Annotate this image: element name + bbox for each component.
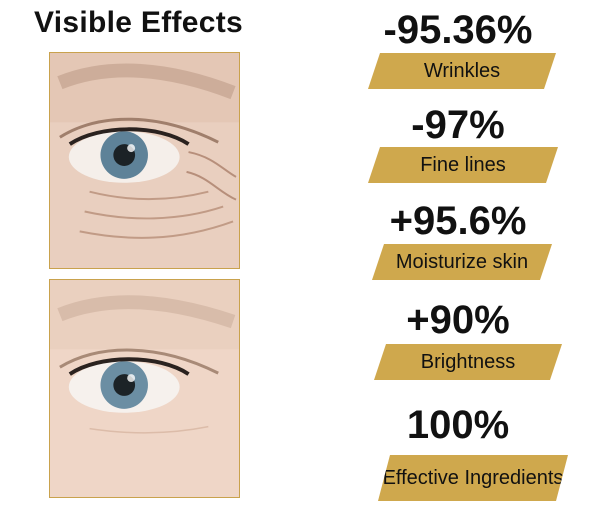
stat-wrinkles-label: Wrinkles xyxy=(368,53,556,89)
page-title: Visible Effects xyxy=(34,6,244,39)
stat-wrinkles-value: -95.36% xyxy=(383,8,533,52)
stat-fine-lines-value: -97% xyxy=(411,103,505,147)
after-photo xyxy=(49,279,240,498)
stat-moisturize-value: +95.6% xyxy=(389,199,527,243)
stat-brightness-value: +90% xyxy=(406,298,510,342)
before-photo xyxy=(49,52,240,269)
stat-ingredients-value: 100% xyxy=(406,403,510,447)
stat-fine-lines-label: Fine lines xyxy=(368,147,558,183)
stat-ingredients-label: Effective Ingredients xyxy=(378,455,568,501)
stat-moisturize-label: Moisturize skin xyxy=(372,244,552,280)
stat-brightness-label: Brightness xyxy=(374,344,562,380)
